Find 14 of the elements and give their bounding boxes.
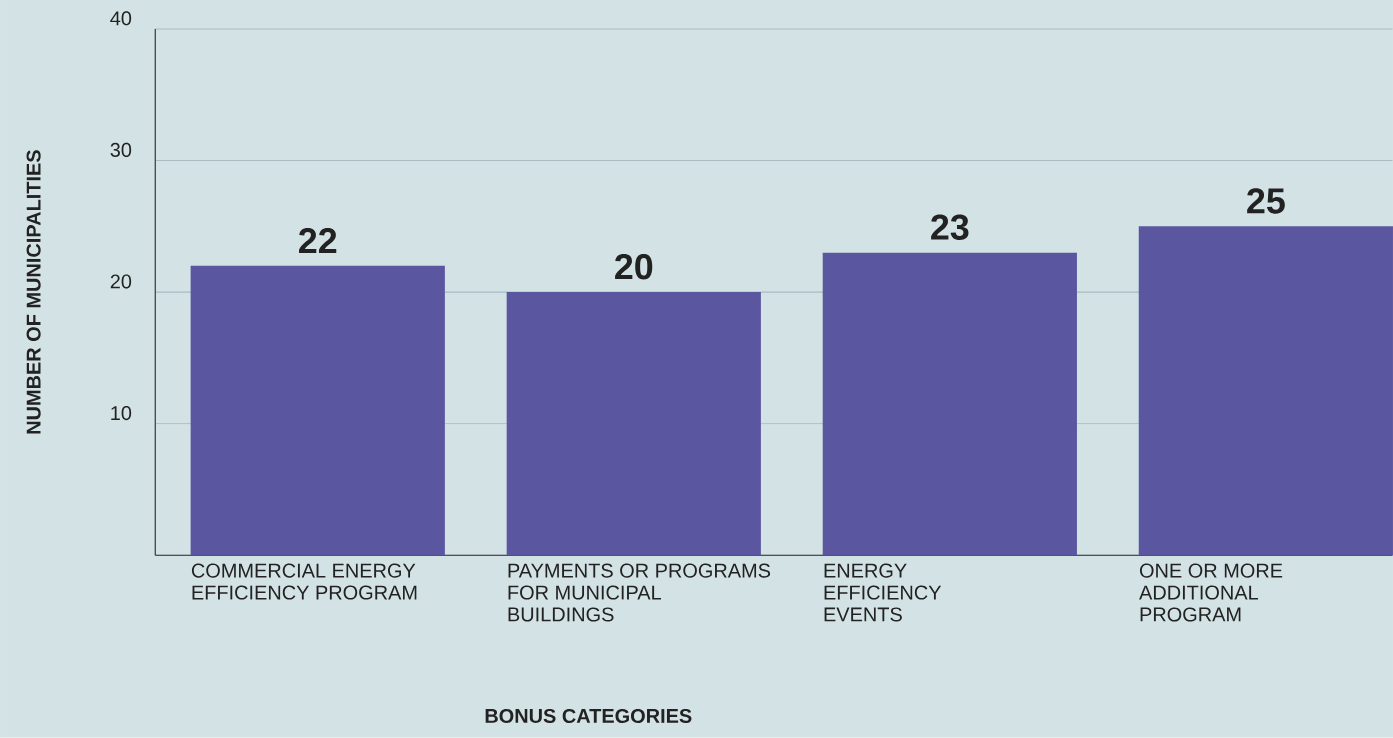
x-tick-label: ONE OR MORE ADDITIONAL PROGRAM [1139,563,1283,622]
y-tick-label: 30 [110,142,132,158]
data-label: 20 [615,254,653,280]
x-tick-label: ENERGY EFFICIENCY EVENTS [824,563,942,622]
x-tick-label: COMMERCIAL ENERGY EFFICIENCY PROGRAM [191,563,417,600]
y-tick-label: 20 [110,274,132,289]
x-tick-label: PAYMENTS OR PROGRAMS FOR MUNICIPAL BUILDINGS [508,563,771,622]
y-axis-title: NUMBER OF MUNICIPALITIES [26,150,41,434]
data-label: 23 [931,214,969,241]
x-axis-title: BONUS CATEGORIES [485,709,692,724]
data-label: 22 [299,228,337,254]
y-tick-label: 10 [111,406,132,421]
y-tick-label: 40 [110,11,132,26]
data-label: 25 [1247,188,1285,214]
